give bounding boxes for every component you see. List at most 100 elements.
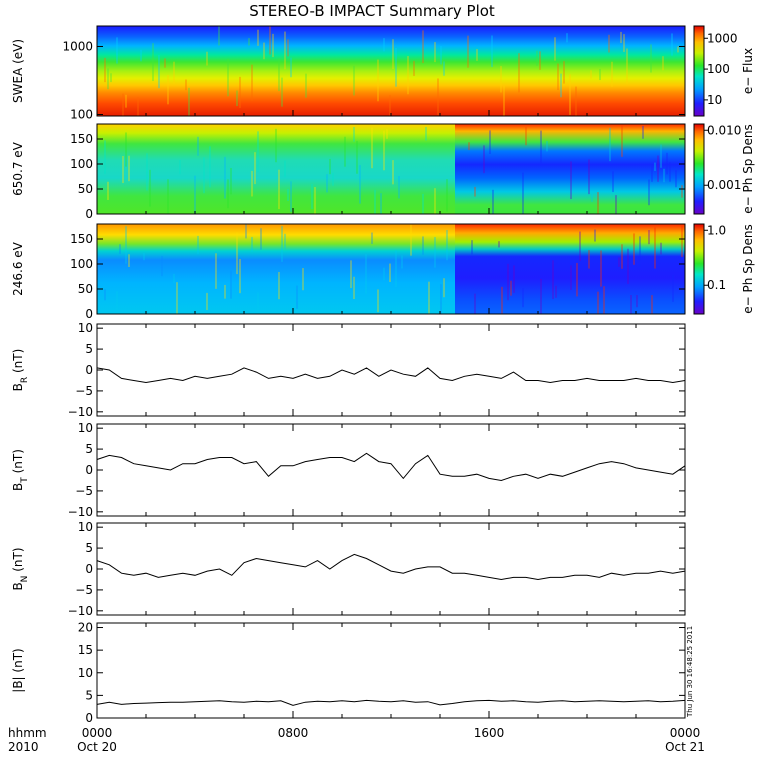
texture-streak <box>620 31 622 44</box>
pa650-heatmap-early <box>97 124 455 214</box>
texture-streak <box>290 181 292 212</box>
colorbar-pa650 <box>693 123 705 215</box>
series-trace <box>96 367 686 384</box>
line-panel-ylabel: |B| (nT) <box>11 648 25 692</box>
texture-streak <box>599 68 601 81</box>
texture-streak <box>353 65 355 96</box>
texture-streak <box>344 136 346 167</box>
y-tick-label: 20 <box>78 621 93 635</box>
texture-streak <box>474 186 476 197</box>
pa650-heatmap-late <box>455 124 685 214</box>
y-tick-label: 0 <box>85 562 93 576</box>
texture-streak <box>671 33 673 56</box>
texture-streak <box>254 152 256 185</box>
texture-streak <box>251 64 253 101</box>
texture-streak <box>248 38 250 46</box>
texture-streak <box>422 30 424 64</box>
texture-streak <box>491 35 493 68</box>
ylabel-rest: (nT) <box>11 349 25 377</box>
texture-streak <box>257 29 259 46</box>
texture-streak <box>218 26 220 46</box>
x-tick-label-hhmm: 0000 <box>670 726 701 740</box>
texture-streak <box>116 37 118 64</box>
texture-streak <box>483 145 485 174</box>
texture-streak <box>654 227 656 269</box>
texture-streak <box>540 278 542 314</box>
texture-streak <box>446 179 448 212</box>
texture-streak <box>623 34 625 52</box>
texture-streak <box>167 75 169 105</box>
pa246-heatmap-early <box>97 224 455 314</box>
y-tick-label: 100 <box>70 157 93 171</box>
pa246-spectrogram <box>96 223 686 315</box>
x-tick-label-hhmm: 0000 <box>82 726 113 740</box>
ylabel-sub: T <box>20 477 30 484</box>
texture-streak <box>474 293 476 314</box>
texture-streak <box>392 39 394 69</box>
texture-streak <box>600 250 602 287</box>
pa650-texture <box>104 124 683 214</box>
ylabel-rest: (nT) <box>11 547 25 575</box>
texture-streak <box>104 289 106 301</box>
texture-streak <box>269 26 271 55</box>
y-tick-label: 10 <box>78 520 93 534</box>
texture-streak <box>501 286 503 314</box>
series-trace <box>96 452 686 482</box>
texture-streak <box>371 232 373 244</box>
texture-streak <box>152 43 154 82</box>
colorbar-tick-label: 0.001 <box>707 178 741 192</box>
texture-streak <box>434 188 436 214</box>
texture-streak <box>434 237 436 268</box>
texture-streak <box>657 155 659 182</box>
texture-streak <box>224 284 226 299</box>
y-tick-label: 150 <box>70 232 93 246</box>
texture-streak <box>498 241 500 248</box>
colorbar-flux <box>693 25 705 117</box>
texture-streak <box>386 129 388 139</box>
texture-streak <box>107 181 109 200</box>
texture-streak <box>281 225 283 262</box>
texture-streak <box>377 289 379 313</box>
y-tick-label: 50 <box>78 282 93 296</box>
texture-streak <box>675 170 677 188</box>
colorbar-label: e− Flux <box>741 48 755 94</box>
texture-streak <box>522 172 524 214</box>
y-tick-label: 0 <box>85 363 93 377</box>
texture-streak <box>305 73 307 98</box>
texture-streak <box>197 235 199 255</box>
texture-streak <box>662 56 664 71</box>
texture-streak <box>500 66 502 93</box>
texture-streak <box>513 265 515 293</box>
texture-streak <box>377 59 379 102</box>
texture-streak <box>492 189 494 214</box>
texture-streak <box>518 53 520 93</box>
texture-streak <box>383 267 385 281</box>
y-tick-label: −10 <box>68 405 93 419</box>
texture-streak <box>401 255 403 269</box>
texture-streak <box>672 275 674 302</box>
texture-streak <box>437 78 439 116</box>
texture-streak <box>245 224 247 239</box>
swea-spectrogram <box>96 25 686 117</box>
texture-streak <box>579 231 581 262</box>
timestamp: Thu Jun 30 16:48:25 2011 <box>686 626 694 718</box>
texture-streak <box>654 162 656 171</box>
colorbar-pa246 <box>693 223 705 315</box>
texture-streak <box>365 254 367 294</box>
texture-streak <box>215 253 217 289</box>
texture-streak <box>422 236 424 255</box>
texture-streak <box>353 276 355 300</box>
texture-streak <box>648 179 650 206</box>
ylabel-main: B <box>11 483 25 491</box>
texture-streak <box>539 51 541 70</box>
y-tick-label: −5 <box>75 384 93 398</box>
time-axis-corner-label: 2010 <box>8 740 39 754</box>
spectrogram-ylabel: 246.6 eV <box>11 241 25 296</box>
texture-streak <box>302 268 304 291</box>
swea-heatmap <box>97 26 685 116</box>
time-axis-corner-label: hhmm <box>8 726 47 740</box>
texture-streak <box>356 140 358 174</box>
texture-streak <box>489 130 491 154</box>
y-tick-label: 1000 <box>62 39 93 53</box>
